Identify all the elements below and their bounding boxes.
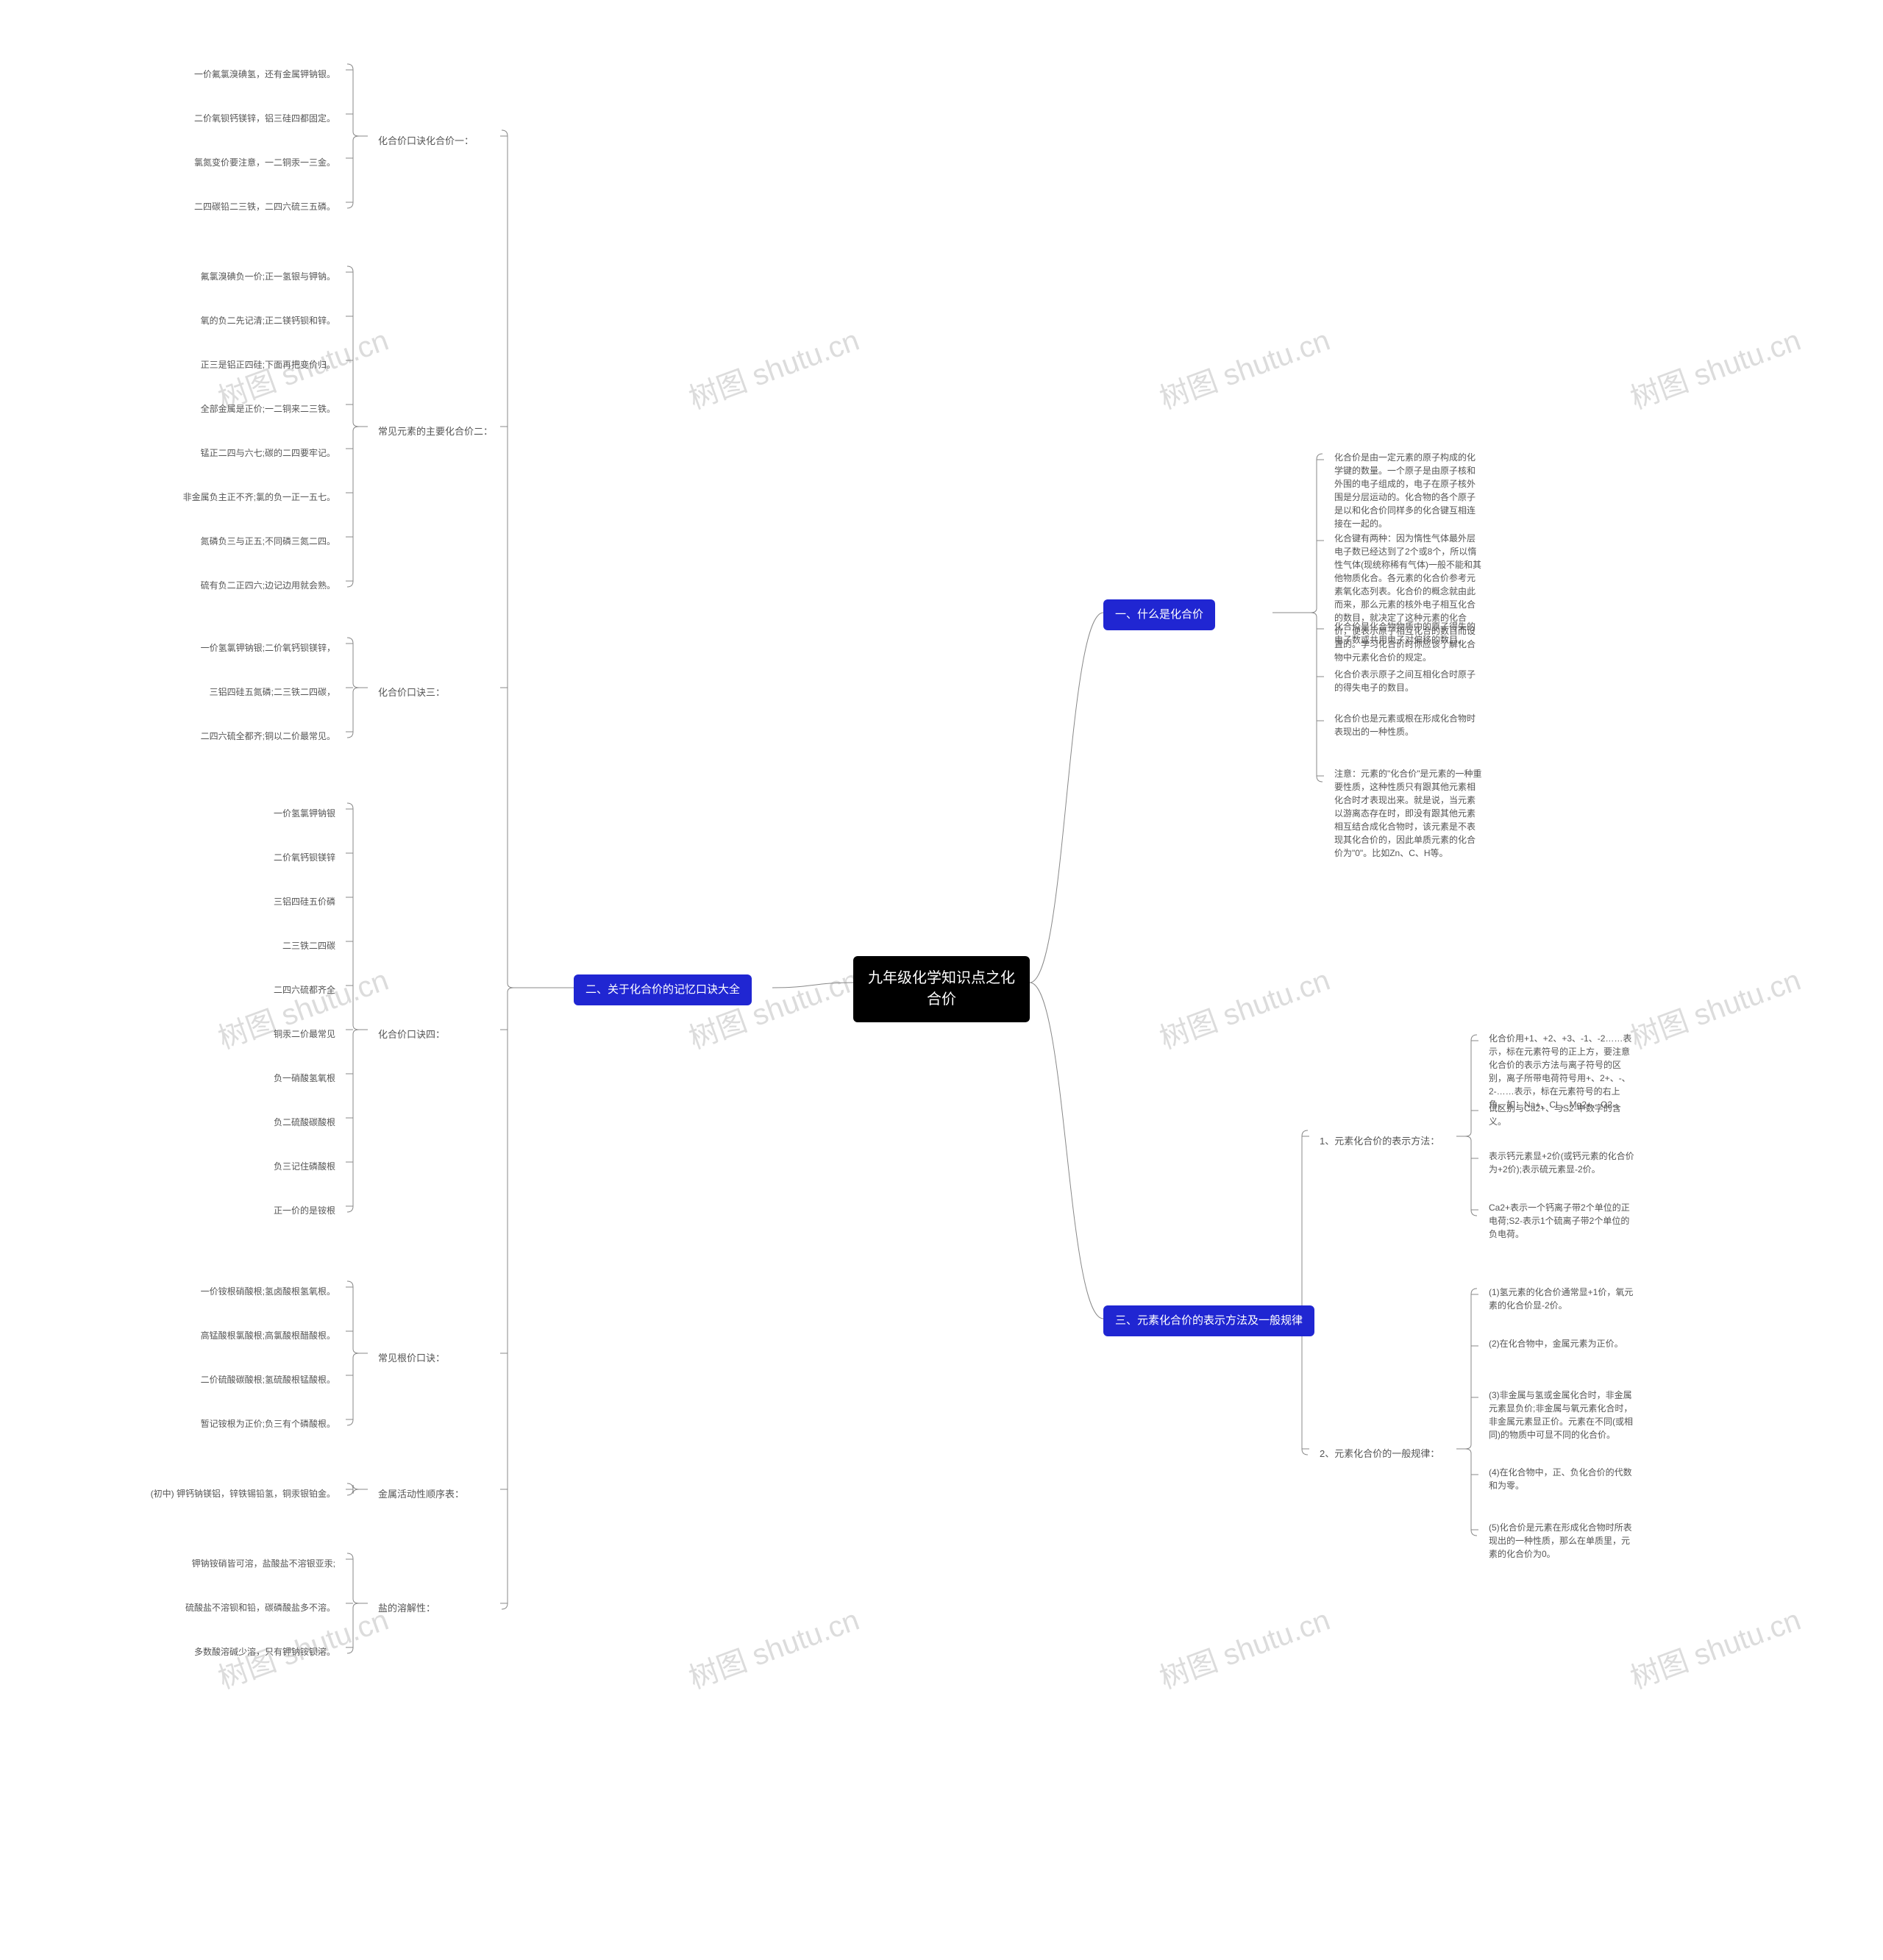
watermark: 树图 shutu.cn xyxy=(682,1596,864,1697)
leaf-node: Ca2+表示一个钙离子带2个单位的正电荷;S2-表示1个硫离子带2个单位的负电荷… xyxy=(1478,1195,1648,1247)
center-node: 九年级化学知识点之化合价 xyxy=(853,956,1030,1022)
leaf-node: 暂记铵根为正价;负三有个磷酸根。 xyxy=(44,1412,346,1436)
sub-node: 1、元素化合价的表示方法： xyxy=(1309,1129,1450,1155)
leaf-node: 硫酸盐不溶钡和铅，碳磷酸盐多不溶。 xyxy=(44,1596,346,1620)
watermark: 树图 shutu.cn xyxy=(1153,1596,1335,1697)
branch-node: 三、元素化合价的表示方法及一般规律 xyxy=(1103,1305,1314,1336)
group-label: 常见元素的主要化合价二： xyxy=(368,419,503,445)
leaf-node: (1)氢元素的化合价通常显+1价，氧元素的化合价显-2价。 xyxy=(1478,1280,1648,1318)
leaf-node: (3)非金属与氢或金属化合时，非金属元素显负价;非金属与氧元素化合时，非金属元素… xyxy=(1478,1383,1648,1447)
watermark: 树图 shutu.cn xyxy=(1153,956,1335,1057)
leaf-node: 高锰酸根氯酸根;高氯酸根醋酸根。 xyxy=(44,1324,346,1348)
leaf-node: 一价氢氯钾钠银;二价氧钙钡镁锌， xyxy=(44,636,346,660)
leaf-node: 二四六硫都齐全 xyxy=(44,978,346,1002)
leaf-node: 试区别与Ca2+、与S2-中数字的含义。 xyxy=(1478,1096,1648,1134)
watermark: 树图 shutu.cn xyxy=(1623,316,1806,417)
watermark: 树图 shutu.cn xyxy=(1623,1596,1806,1697)
leaf-node: 化合价是化合物物质中的原子得失的电子数或共用电子对偏移的数目。 xyxy=(1324,614,1493,652)
watermark: 树图 shutu.cn xyxy=(1153,316,1335,417)
watermark: 树图 shutu.cn xyxy=(1623,956,1806,1057)
leaf-node: 注意：元素的"化合价"是元素的一种重要性质，这种性质只有跟其他元素相化合时才表现… xyxy=(1324,761,1493,866)
leaf-node: 正一价的是铵根 xyxy=(44,1199,346,1223)
leaf-node: (2)在化合物中，金属元素为正价。 xyxy=(1478,1331,1634,1356)
leaf-node: 铜汞二价最常见 xyxy=(44,1022,346,1047)
leaf-node: 氮磷负三与正五;不同磷三氮二四。 xyxy=(44,530,346,554)
leaf-node: 氟氯溴碘负一价;正一氢银与钾钠。 xyxy=(44,265,346,289)
group-label: 常见根价口诀： xyxy=(368,1346,455,1372)
group-label: 盐的溶解性： xyxy=(368,1596,446,1622)
leaf-node: 三铝四硅五价磷 xyxy=(44,890,346,914)
leaf-node: 负三记住磷酸根 xyxy=(44,1155,346,1179)
leaf-node: 氯氮变价要注意，一二铜汞一三金。 xyxy=(44,151,346,175)
leaf-node: (5)化合价是元素在形成化合物时所表现出的一种性质，那么在单质里，元素的化合价为… xyxy=(1478,1515,1648,1567)
leaf-node: 钾钠铵硝皆可溶，盐酸盐不溶银亚汞; xyxy=(44,1552,346,1576)
group-label: 化合价口诀三： xyxy=(368,680,455,706)
leaf-node: 硫有负二正四六;边记边用就会熟。 xyxy=(44,574,346,598)
leaf-node: 一价氢氯钾钠银 xyxy=(44,802,346,826)
leaf-node: 表示钙元素显+2价(或钙元素的化合价为+2价);表示硫元素显-2价。 xyxy=(1478,1144,1648,1182)
leaf-node: 三铝四硅五氮磷;二三铁二四碳， xyxy=(44,680,346,705)
leaf-node: 负二硫酸碳酸根 xyxy=(44,1111,346,1135)
group-label: 化合价口诀化合价一： xyxy=(368,129,484,154)
leaf-node: 二价氧钡钙镁锌，铝三硅四都固定。 xyxy=(44,107,346,131)
leaf-node: 负一硝酸氢氧根 xyxy=(44,1066,346,1091)
leaf-node: (初中) 钾钙钠镁铝，锌铁锡铅氢，铜汞银铂金。 xyxy=(44,1482,346,1506)
leaf-node: (4)在化合物中，正、负化合价的代数和为零。 xyxy=(1478,1460,1648,1498)
leaf-node: 化合价也是元素或根在形成化合物时表现出的一种性质。 xyxy=(1324,706,1493,744)
leaf-node: 二三铁二四碳 xyxy=(44,934,346,958)
group-label: 金属活动性顺序表： xyxy=(368,1482,474,1508)
leaf-node: 化合价是由一定元素的原子构成的化学键的数量。一个原子是由原子核和外围的电子组成的… xyxy=(1324,445,1493,536)
leaf-node: 二价硫酸碳酸根;氢硫酸根锰酸根。 xyxy=(44,1368,346,1392)
branch-node: 二、关于化合价的记忆口诀大全 xyxy=(574,974,752,1005)
leaf-node: 一价氟氯溴碘氢，还有金属钾钠银。 xyxy=(44,63,346,87)
watermark: 树图 shutu.cn xyxy=(682,956,864,1057)
leaf-node: 二四碳铅二三铁，二四六硫三五磷。 xyxy=(44,195,346,219)
leaf-node: 二价氧钙钡镁锌 xyxy=(44,846,346,870)
leaf-node: 一价铵根硝酸根;氢卤酸根氢氧根。 xyxy=(44,1280,346,1304)
leaf-node: 正三是铝正四硅;下面再把变价归。 xyxy=(44,353,346,377)
leaf-node: 化合价表示原子之间互相化合时原子的得失电子的数目。 xyxy=(1324,662,1493,700)
leaf-node: 氧的负二先记清;正二镁钙钡和锌。 xyxy=(44,309,346,333)
watermark: 树图 shutu.cn xyxy=(682,316,864,417)
sub-node: 2、元素化合价的一般规律： xyxy=(1309,1442,1450,1467)
group-label: 化合价口诀四： xyxy=(368,1022,455,1048)
leaf-node: 二四六硫全都齐;铜以二价最常见。 xyxy=(44,724,346,749)
branch-node: 一、什么是化合价 xyxy=(1103,599,1215,630)
leaf-node: 锰正二四与六七;碳的二四要牢记。 xyxy=(44,441,346,466)
leaf-node: 多数酸溶碱少溶，只有钾钠铵钡溶。 xyxy=(44,1640,346,1664)
leaf-node: 非金属负主正不齐;氯的负一正一五七。 xyxy=(44,485,346,510)
leaf-node: 全部金属是正价;一二铜来二三铁。 xyxy=(44,397,346,421)
